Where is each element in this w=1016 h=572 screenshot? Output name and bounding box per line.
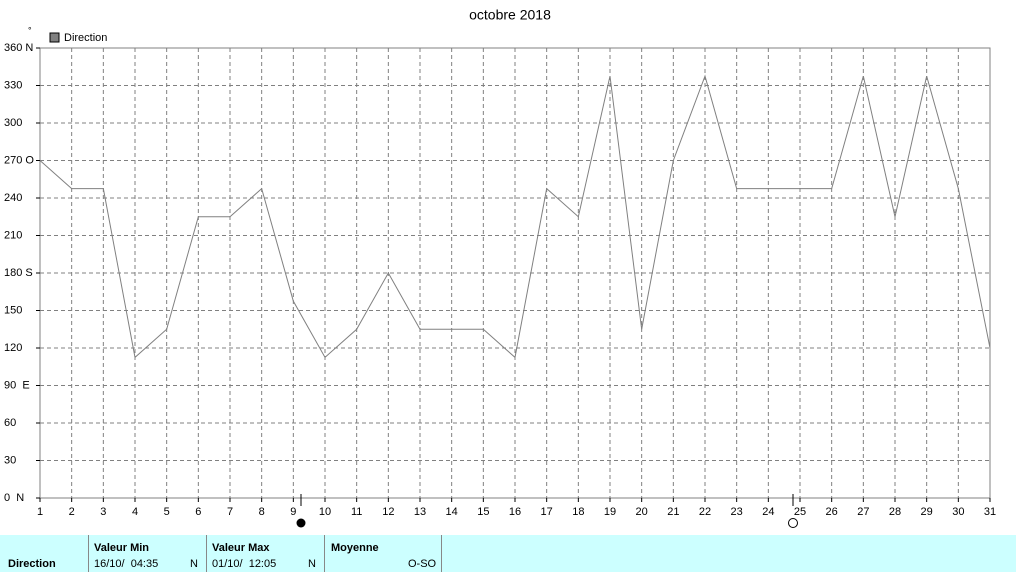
- x-tick-label: 27: [857, 506, 869, 518]
- min-header: Valeur Min: [94, 542, 150, 554]
- full-moon-icon: [788, 518, 798, 528]
- max-header: Valeur Max: [212, 542, 270, 554]
- y-tick-label: 210: [4, 229, 22, 241]
- x-tick-label: 30: [952, 506, 964, 518]
- x-tick-label: 18: [572, 506, 584, 518]
- x-tick-label: 28: [889, 506, 901, 518]
- y-tick-label: 30: [4, 454, 16, 466]
- x-tick-label: 26: [826, 506, 838, 518]
- x-tick-label: 20: [636, 506, 648, 518]
- x-tick-label: 6: [195, 506, 201, 518]
- x-tick-label: 23: [731, 506, 743, 518]
- y-tick-label: 120: [4, 342, 22, 354]
- x-tick-label: 15: [477, 506, 489, 518]
- legend-label: Direction: [64, 32, 107, 44]
- x-tick-label: 19: [604, 506, 616, 518]
- x-tick-label: 11: [351, 506, 362, 518]
- legend-swatch: [49, 32, 60, 43]
- separator: [206, 535, 207, 572]
- y-tick-label: 360 N: [4, 42, 33, 54]
- x-tick-label: 7: [227, 506, 233, 518]
- separator: [324, 535, 325, 572]
- new-moon-icon: [296, 518, 306, 528]
- x-tick-label: 13: [414, 506, 426, 518]
- max-direction: N: [308, 558, 316, 570]
- mean-header: Moyenne: [331, 542, 379, 554]
- chart-title: octobre 2018: [469, 7, 551, 23]
- x-tick-label: 16: [509, 506, 521, 518]
- y-tick-label: 90 E: [4, 379, 30, 391]
- x-tick-label: 22: [699, 506, 711, 518]
- summary-table: Direction Valeur Min 16/10/ 04:35 N Vale…: [0, 535, 1016, 572]
- x-tick-label: 10: [319, 506, 331, 518]
- x-tick-label: 1: [37, 506, 43, 518]
- separator: [88, 535, 89, 572]
- y-tick-label: 300: [4, 117, 22, 129]
- y-unit: °: [28, 25, 32, 35]
- x-tick-label: 12: [382, 506, 394, 518]
- max-date: 01/10/ 12:05: [212, 558, 277, 570]
- min-date: 16/10/ 04:35: [94, 558, 159, 570]
- x-tick-label: 9: [290, 506, 296, 518]
- x-tick-label: 5: [164, 506, 170, 518]
- row-label: Direction: [8, 558, 56, 570]
- x-tick-label: 4: [132, 506, 138, 518]
- y-tick-label: 150: [4, 304, 22, 316]
- x-tick-label: 2: [69, 506, 75, 518]
- min-direction: N: [190, 558, 198, 570]
- x-tick-label: 29: [921, 506, 933, 518]
- y-tick-label: 270 O: [4, 154, 34, 166]
- x-tick-label: 8: [259, 506, 265, 518]
- data-line: [39, 74, 991, 359]
- x-tick-label: 3: [100, 506, 106, 518]
- y-tick-label: 240: [4, 192, 22, 204]
- y-tick-label: 330: [4, 79, 22, 91]
- x-tick-label: 17: [541, 506, 553, 518]
- x-tick-label: 31: [984, 506, 996, 518]
- x-tick-label: 24: [762, 506, 774, 518]
- mean-value: O-SO: [408, 558, 437, 570]
- separator: [441, 535, 442, 572]
- x-tick-label: 14: [446, 506, 458, 518]
- x-tick-label: 25: [794, 506, 806, 518]
- y-tick-label: 0 N: [4, 492, 24, 504]
- y-tick-label: 60: [4, 417, 16, 429]
- x-tick-label: 21: [667, 506, 679, 518]
- y-tick-label: 180 S: [4, 267, 33, 279]
